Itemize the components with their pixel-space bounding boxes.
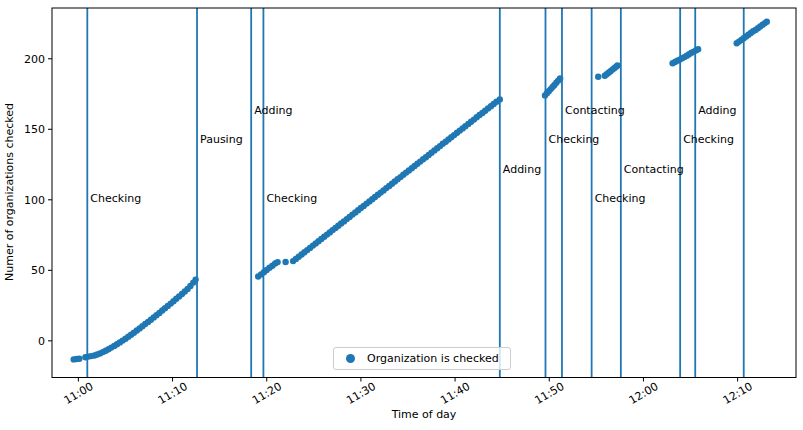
data-point (764, 19, 770, 25)
legend: Organization is checked (333, 347, 511, 370)
y-tick-label: 150 (24, 123, 45, 136)
x-tick-label: 11:20 (250, 380, 284, 407)
event-label: Adding (698, 104, 736, 117)
x-tick-label: 11:00 (62, 380, 96, 407)
event-label: Checking (266, 192, 317, 205)
event-label: Pausing (200, 133, 243, 146)
x-tick-label: 12:10 (721, 380, 755, 407)
data-point (274, 259, 280, 265)
x-tick-label: 11:50 (533, 380, 567, 407)
figure: 11:00 11:10 11:20 11:30 11:40 11:50 12:00 12:10… (0, 0, 803, 430)
event-label: Checking (90, 192, 141, 205)
data-point (76, 356, 82, 362)
y-tick-label: 200 (24, 53, 45, 66)
x-tick-label: 11:40 (438, 380, 472, 407)
data-point (595, 74, 601, 80)
legend-label: Organization is checked (367, 352, 499, 365)
x-tick-label: 12:00 (627, 380, 661, 407)
event-label: Contacting (565, 104, 625, 117)
event-label: Adding (503, 163, 541, 176)
x-axis-label: Time of day (391, 408, 457, 421)
data-point (695, 46, 701, 52)
x-tick-label: 11:10 (156, 380, 190, 407)
data-point (282, 259, 288, 265)
scatter-points-group (71, 19, 771, 363)
data-point (192, 276, 198, 282)
y-tick-label: 100 (24, 194, 45, 207)
scatter-marker-icon (346, 354, 355, 363)
x-tick-label: 11:30 (344, 380, 378, 407)
y-tick-label: 50 (31, 264, 45, 277)
annotations-group: Checking Pausing Adding Checking Adding Check… (90, 104, 736, 206)
event-label: Checking (683, 133, 734, 146)
plot-border (52, 8, 796, 378)
event-label: Contacting (624, 163, 684, 176)
event-label: Checking (548, 133, 599, 146)
event-label: Adding (254, 104, 292, 117)
data-point (614, 62, 620, 68)
event-label: Checking (595, 192, 646, 205)
y-axis-label: Numer of organizations checked (3, 103, 16, 281)
y-tick-label: 0 (38, 335, 45, 348)
data-point (557, 75, 563, 81)
data-point (497, 96, 503, 102)
